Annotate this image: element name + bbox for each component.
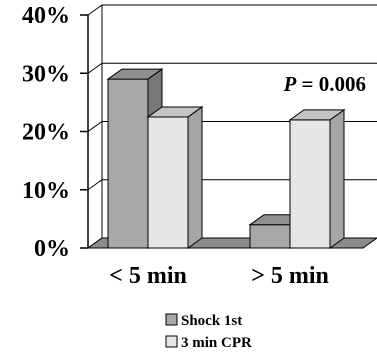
p-value-symbol: P: [282, 72, 296, 96]
y-tick-label-2: 20%: [22, 120, 70, 146]
bar-top-face: [106, 68, 164, 80]
bar-front-face: [107, 78, 149, 249]
wall-diagonal-3: [87, 62, 103, 74]
legend: Shock 1st 3 min CPR: [165, 313, 252, 351]
p-value-annotation: P = 0.006: [282, 72, 366, 96]
y-tick-label-4: 40%: [22, 3, 70, 29]
bar-side-face: [187, 105, 203, 249]
bar-front-face: [147, 116, 189, 249]
x-tick-label-0: < 5 min: [109, 263, 187, 289]
bar-front-face: [249, 224, 291, 249]
bar-top-face: [288, 109, 346, 121]
legend-label-3-min-cpr: 3 min CPR: [181, 335, 252, 351]
bar-3-min-cpr-0: [146, 105, 204, 249]
y-axis-ticks: 0% 10% 20% 30% 40%: [22, 3, 88, 262]
bars: [106, 68, 346, 249]
p-value-text: = 0.006: [296, 72, 366, 96]
bar-shock-1st-0: [106, 68, 164, 249]
bar-3-min-cpr-1: [288, 108, 346, 249]
y-tick-label-1: 10%: [22, 178, 70, 204]
x-tick-label-1: > 5 min: [251, 263, 329, 289]
y-tick-label-0: 0%: [34, 236, 70, 262]
bar-front-face: [289, 119, 331, 249]
wall-diagonal-4: [87, 4, 103, 16]
wall-diagonal-2: [87, 121, 103, 132]
legend-label-shock-1st: Shock 1st: [181, 313, 242, 329]
y-tick-label-3: 30%: [22, 61, 70, 87]
legend-swatch-3-min-cpr: [165, 335, 178, 348]
bar-top-face: [146, 106, 204, 118]
bar-side-face: [329, 108, 345, 249]
legend-swatch-shock-1st: [165, 313, 178, 326]
wall-diagonal-1: [87, 179, 103, 191]
